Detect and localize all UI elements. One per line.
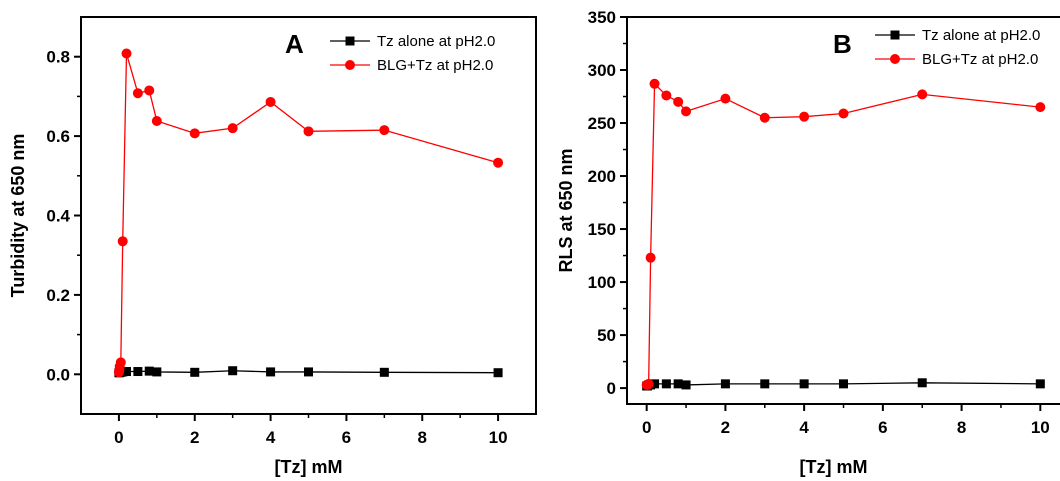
y-tick-label: 150 <box>588 220 616 239</box>
y-tick-label: 250 <box>588 114 616 133</box>
y-tick-label: 0.8 <box>46 48 70 67</box>
data-point <box>681 380 691 390</box>
data-point <box>1035 379 1045 389</box>
x-tick-label: 4 <box>799 418 809 437</box>
data-point <box>303 126 314 137</box>
series-1 <box>641 78 1046 390</box>
legend-marker <box>345 36 355 46</box>
data-point <box>838 108 849 119</box>
data-point <box>133 367 143 377</box>
data-point <box>132 88 143 99</box>
data-point <box>720 379 730 389</box>
y-tick-label: 0.0 <box>46 365 70 384</box>
data-point <box>266 367 276 377</box>
series-line <box>118 53 499 373</box>
x-tick-label: 6 <box>342 428 351 447</box>
legend-item: BLG+Tz at pH2.0 <box>875 51 1038 68</box>
legend-marker <box>890 30 900 40</box>
data-point <box>1035 102 1046 113</box>
data-point <box>121 48 132 59</box>
data-point <box>760 379 770 389</box>
data-point <box>799 111 810 122</box>
legend-item: Tz alone at pH2.0 <box>330 33 495 50</box>
legend-label: Tz alone at pH2.0 <box>377 33 495 50</box>
y-axis-title: RLS at 650 nm <box>556 148 576 272</box>
x-axis-title: [Tz] mM <box>275 457 343 477</box>
legend-item: BLG+Tz at pH2.0 <box>330 57 493 74</box>
x-tick-label: 4 <box>266 428 276 447</box>
legend-marker <box>345 60 355 70</box>
y-tick-label: 0.6 <box>46 127 70 146</box>
x-tick-label: 6 <box>878 418 887 437</box>
data-point <box>645 252 656 263</box>
data-point <box>673 96 684 107</box>
data-point <box>799 379 809 389</box>
x-tick-label: 10 <box>1031 418 1050 437</box>
data-point <box>265 96 276 107</box>
x-tick-label: 8 <box>957 418 966 437</box>
series-0 <box>642 378 1045 391</box>
data-point <box>839 379 848 389</box>
data-point <box>228 366 238 376</box>
data-point <box>917 89 928 100</box>
legend-label: Tz alone at pH2.0 <box>922 27 1040 44</box>
data-point <box>673 379 683 389</box>
data-point <box>304 367 313 377</box>
y-tick-label: 0.2 <box>46 286 70 305</box>
data-point <box>650 379 660 389</box>
plot-frame <box>80 16 537 415</box>
data-point <box>493 157 504 168</box>
legend-item: Tz alone at pH2.0 <box>875 27 1040 44</box>
data-point <box>144 85 155 96</box>
chart-panel-a: 0 2 4 6 8 10 0.0 0.2 0.4 0.6 0.8 [Tz] mM Turbidity a… <box>8 16 537 477</box>
x-tick-label: 0 <box>642 418 651 437</box>
data-point <box>720 93 731 104</box>
data-point <box>661 379 671 389</box>
x-tick-label: 8 <box>418 428 427 447</box>
data-point <box>681 106 692 117</box>
x-tick-label: 2 <box>721 418 730 437</box>
panel-letter: B <box>833 29 852 59</box>
data-point <box>115 357 126 368</box>
y-tick-label: 50 <box>597 326 616 345</box>
data-point <box>759 112 770 123</box>
x-tick-label: 10 <box>489 428 508 447</box>
y-tick-label: 0 <box>607 379 616 398</box>
y-tick-label: 350 <box>588 8 616 27</box>
data-point <box>661 90 672 101</box>
data-point <box>190 367 200 377</box>
data-point <box>917 378 927 388</box>
data-point <box>643 378 654 389</box>
data-point <box>227 123 238 134</box>
data-point <box>649 78 660 89</box>
legend-marker <box>890 54 900 64</box>
series-1 <box>113 48 504 378</box>
data-point <box>189 128 200 139</box>
y-axis-title: Turbidity at 650 nm <box>8 134 28 298</box>
data-point <box>117 236 128 247</box>
y-tick-label: 200 <box>588 167 616 186</box>
data-point <box>379 367 389 377</box>
data-point <box>151 116 162 127</box>
data-point <box>379 125 390 136</box>
plot-frame <box>626 16 1060 405</box>
data-point <box>493 368 503 378</box>
legend-label: BLG+Tz at pH2.0 <box>922 51 1038 68</box>
legend-label: BLG+Tz at pH2.0 <box>377 57 493 74</box>
series-line <box>646 82 1041 386</box>
panel-letter: A <box>285 29 304 59</box>
data-point <box>144 366 154 376</box>
data-point <box>122 367 131 377</box>
y-tick-label: 100 <box>588 273 616 292</box>
x-tick-label: 2 <box>190 428 199 447</box>
x-tick-label: 0 <box>114 428 123 447</box>
y-tick-label: 0.4 <box>46 207 70 226</box>
x-axis-title: [Tz] mM <box>800 457 868 477</box>
data-point <box>152 367 162 377</box>
y-tick-label: 300 <box>588 61 616 80</box>
series-0 <box>114 366 503 378</box>
